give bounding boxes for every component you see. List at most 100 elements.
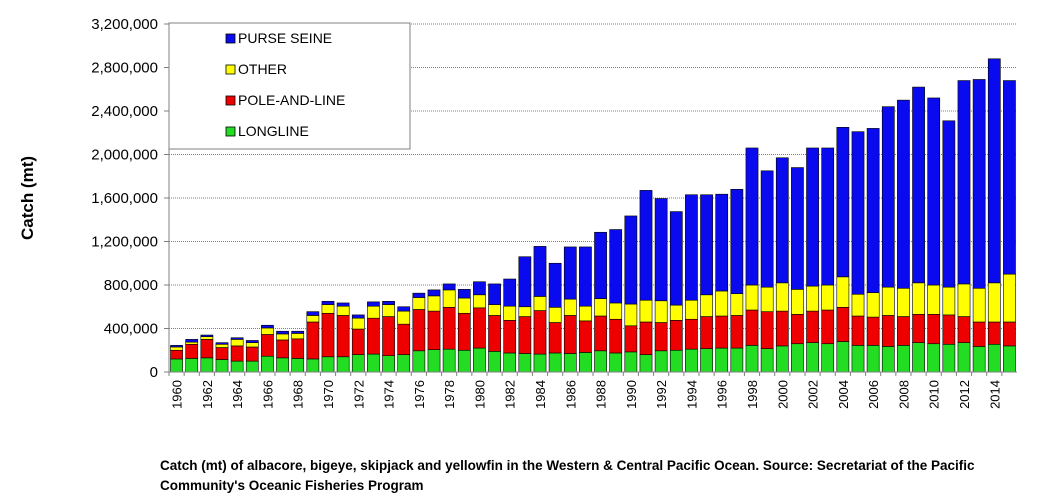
x-tick-label: 1966 (260, 380, 275, 409)
x-tick-label: 1998 (745, 380, 760, 409)
bar-other-1984 (533, 296, 547, 311)
bar-other-2004 (836, 276, 850, 308)
bar-purse-seine-1984 (533, 246, 547, 297)
bar-other-2007 (881, 286, 895, 316)
legend-label: PURSE SEINE (238, 30, 332, 46)
bar-other-1993 (669, 304, 683, 321)
bar-longline-1988 (594, 350, 607, 373)
bar-purse-seine-1974 (382, 301, 395, 305)
x-tick-label: 2010 (927, 380, 942, 409)
bar-purse-seine-2003 (821, 147, 835, 286)
bar-pole-and-line-1997 (730, 315, 744, 349)
bar-longline-1986 (563, 353, 577, 373)
bar-purse-seine-1973 (367, 301, 380, 307)
bar-purse-seine-1976 (412, 292, 426, 298)
bar-other-2005 (851, 293, 865, 317)
x-ticks: 1960 1962 1964 1966 1968 1970 1972 1974 1976 1978… (168, 372, 1003, 409)
bar-other-1961 (185, 341, 199, 345)
bar-pole-and-line-2002 (806, 310, 819, 343)
bar-pole-and-line-2014 (987, 321, 1001, 345)
bar-other-1964 (230, 339, 244, 347)
bar-pole-and-line-1978 (442, 306, 456, 350)
bar-purse-seine-1980 (473, 281, 486, 296)
bar-pole-and-line-1970 (321, 312, 335, 358)
bar-purse-seine-1990 (624, 215, 638, 305)
bar-longline-1963 (215, 359, 229, 373)
bar-pole-and-line-1987 (579, 320, 592, 353)
bar-pole-and-line-2010 (927, 314, 941, 345)
bar-other-1970 (321, 304, 335, 314)
bar-pole-and-line-2005 (851, 315, 865, 346)
bar-pole-and-line-1977 (427, 310, 441, 351)
x-tick-label: 2012 (957, 380, 972, 409)
legend-swatch (225, 33, 236, 44)
bar-purse-seine-1966 (261, 324, 274, 329)
bar-purse-seine-1992 (654, 198, 668, 302)
bar-pole-and-line-1973 (367, 317, 380, 355)
y-tick-label: 2,000,000 (91, 147, 158, 164)
bar-other-1985 (548, 306, 562, 323)
bar-other-2001 (791, 289, 804, 315)
bar-pole-and-line-1971 (336, 315, 350, 358)
bar-purse-seine-1960 (170, 345, 183, 348)
bar-longline-1998 (745, 345, 759, 373)
y-tick-label: 2,800,000 (91, 60, 158, 77)
bar-purse-seine-1970 (321, 301, 335, 305)
bar-longline-1974 (382, 355, 395, 373)
y-tick-label: 1,600,000 (91, 190, 158, 207)
bar-pole-and-line-2013 (972, 321, 986, 347)
x-tick-label: 1994 (684, 380, 699, 409)
bar-pole-and-line-1982 (503, 320, 517, 354)
bar-longline-1962 (200, 357, 214, 373)
bar-purse-seine-1982 (503, 278, 517, 307)
bar-longline-1972 (351, 354, 365, 373)
bar-pole-and-line-1963 (215, 347, 229, 360)
x-tick-label: 1988 (594, 380, 609, 409)
bar-other-2013 (972, 287, 986, 323)
bar-pole-and-line-1989 (609, 318, 623, 354)
bars (170, 58, 1016, 373)
bar-other-1990 (624, 303, 638, 327)
bar-purse-seine-1988 (594, 231, 607, 299)
bar-other-1967 (276, 333, 289, 341)
bar-longline-1964 (230, 360, 244, 373)
bar-pole-and-line-1993 (669, 320, 683, 351)
bar-longline-1973 (367, 353, 380, 373)
x-tick-label: 1986 (563, 380, 578, 409)
bar-longline-1989 (609, 352, 623, 373)
bar-longline-1994 (685, 348, 698, 373)
bar-longline-1992 (654, 350, 668, 373)
bar-pole-and-line-1991 (639, 321, 653, 355)
bar-other-1995 (700, 294, 713, 317)
bar-purse-seine-1993 (669, 211, 683, 306)
bar-purse-seine-1987 (579, 246, 592, 307)
bar-pole-and-line-1985 (548, 322, 562, 354)
bar-purse-seine-1996 (715, 193, 729, 292)
legend-swatch (225, 64, 236, 75)
bar-longline-1978 (442, 348, 456, 373)
x-tick-label: 1978 (442, 380, 457, 409)
bar-purse-seine-1994 (685, 194, 698, 301)
bar-purse-seine-1978 (442, 283, 456, 291)
bar-purse-seine-1979 (457, 289, 471, 299)
bar-other-1998 (745, 284, 759, 311)
catch-chart: 0 400,000 800,000 1,200,000 1,600,000 2,000,0… (18, 16, 1017, 409)
bar-other-1992 (654, 300, 668, 323)
bar-longline-1967 (276, 357, 289, 373)
bar-other-1991 (639, 299, 653, 323)
y-tick-label: 1,200,000 (91, 234, 158, 251)
y-axis-label: Catch (mt) (18, 156, 37, 240)
bar-purse-seine-2007 (881, 106, 895, 288)
bar-pole-and-line-1961 (185, 343, 199, 359)
bar-pole-and-line-1975 (397, 323, 411, 355)
bar-other-1999 (760, 286, 774, 312)
bar-pole-and-line-1969 (306, 321, 320, 360)
bar-other-2015 (1003, 273, 1016, 323)
bar-other-2009 (912, 282, 925, 315)
bar-pole-and-line-1983 (518, 316, 532, 354)
bar-pole-and-line-2007 (881, 315, 895, 347)
bar-pole-and-line-2003 (821, 309, 835, 345)
bar-purse-seine-2010 (927, 97, 941, 286)
bar-longline-1979 (457, 349, 471, 373)
y-tick-label: 800,000 (104, 277, 158, 294)
